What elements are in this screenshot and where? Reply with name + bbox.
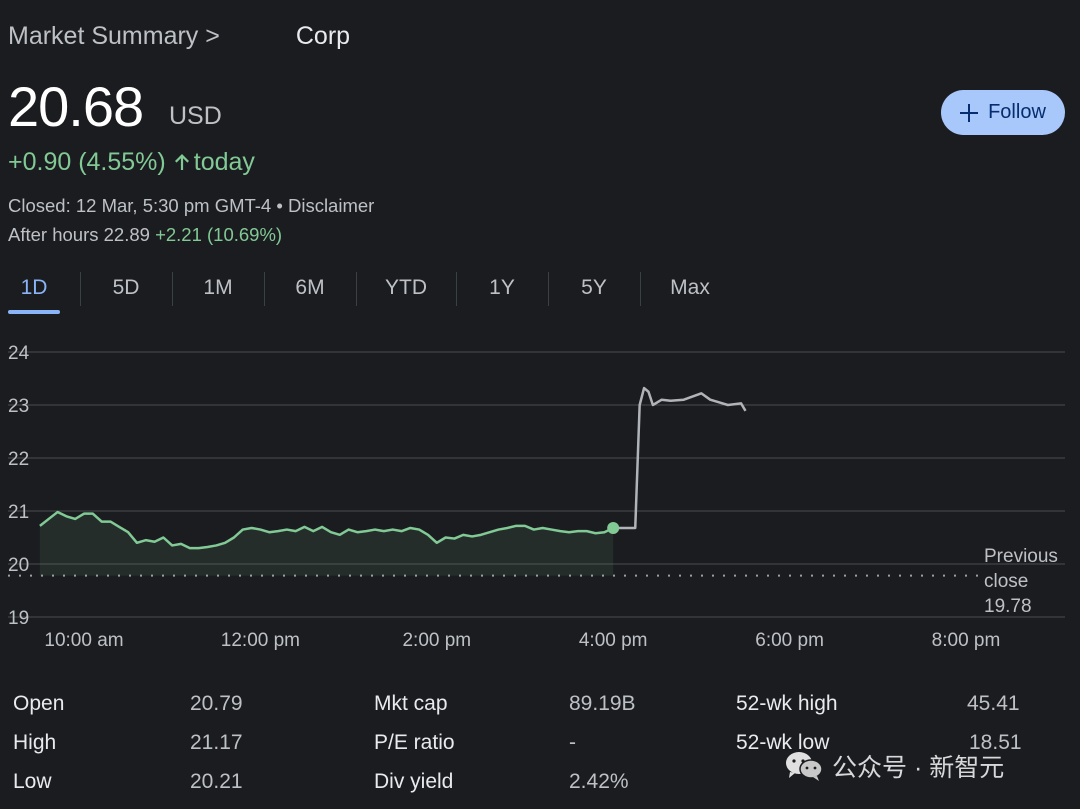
price-change-period: today <box>193 148 255 176</box>
tab-5d[interactable]: 5D <box>112 276 140 299</box>
tab-6m[interactable]: 6M <box>295 276 325 299</box>
y-tick-label: 21 <box>8 502 29 523</box>
active-tab-indicator <box>8 310 60 314</box>
previous-close-label: Previous <box>984 546 1058 567</box>
watermark-text: 公众号 · 新智元 <box>832 754 1005 782</box>
time-range-tabs: 1D 5D 1M 6M YTD 1Y 5Y Max <box>8 268 728 316</box>
stat-mktcap-label: Mkt cap <box>374 692 448 715</box>
after-hours: After hours 22.89 +2.21 (10.69%) <box>8 224 282 246</box>
tab-1d[interactable]: 1D <box>20 276 48 299</box>
tab-divider <box>356 272 357 306</box>
breadcrumb-root[interactable]: Market Summary > <box>8 22 220 50</box>
y-tick-label: 19 <box>8 608 29 629</box>
tab-ytd[interactable]: YTD <box>385 276 427 299</box>
current-price: 20.68 <box>8 75 144 138</box>
market-close-marker <box>607 521 620 534</box>
stat-open-label: Open <box>13 692 65 715</box>
wechat-icon <box>784 750 824 782</box>
tab-divider <box>640 272 641 306</box>
breadcrumb[interactable]: Market Summary > Corp <box>8 22 350 51</box>
y-tick-label: 23 <box>8 396 29 417</box>
after-hours-change: +2.21 (10.69%) <box>155 224 283 245</box>
stat-divyield-label: Div yield <box>374 770 454 793</box>
tab-divider <box>264 272 265 306</box>
x-tick-label: 6:00 pm <box>755 630 824 651</box>
follow-label: Follow <box>988 101 1046 123</box>
stat-52wk-low-label: 52-wk low <box>736 731 830 754</box>
tab-5y[interactable]: 5Y <box>581 276 607 299</box>
watermark: 公众号 · 新智元 <box>784 748 1004 784</box>
y-tick-label: 20 <box>8 555 29 576</box>
price-change: +0.90 (4.55%) today <box>8 148 255 177</box>
tab-divider <box>172 272 173 306</box>
x-tick-label: 8:00 pm <box>932 630 1001 651</box>
stat-high-value: 21.17 <box>190 731 243 754</box>
after-hours-line <box>613 386 747 530</box>
tab-1y[interactable]: 1Y <box>489 276 515 299</box>
previous-close-label: close <box>984 571 1028 592</box>
stat-low-label: Low <box>13 770 52 793</box>
regular-session-line <box>39 510 614 550</box>
plus-icon <box>960 103 979 122</box>
after-hours-label: After hours 22.89 <box>8 224 150 245</box>
currency-label: USD <box>169 102 222 130</box>
x-tick-label: 10:00 am <box>44 630 123 651</box>
x-tick-label: 12:00 pm <box>221 630 300 651</box>
stat-52wk-high-label: 52-wk high <box>736 692 838 715</box>
stat-52wk-high-value: 45.41 <box>967 692 1020 715</box>
tab-divider <box>456 272 457 306</box>
tab-1m[interactable]: 1M <box>203 276 233 299</box>
closed-status: Closed: 12 Mar, 5:30 pm GMT-4 • Disclaim… <box>8 195 375 216</box>
stat-high-label: High <box>13 731 57 754</box>
tab-max[interactable]: Max <box>670 276 710 299</box>
stat-pe-label: P/E ratio <box>374 731 455 754</box>
stat-open-value: 20.79 <box>190 692 243 715</box>
x-tick-label: 4:00 pm <box>579 630 648 651</box>
y-tick-label: 24 <box>8 343 30 364</box>
previous-close-label: 19.78 <box>984 596 1032 617</box>
y-tick-label: 22 <box>8 449 29 470</box>
stat-mktcap-value: 89.19B <box>569 692 636 715</box>
stat-low-value: 20.21 <box>190 770 243 793</box>
tab-divider <box>80 272 81 306</box>
regular-session-area <box>39 512 614 576</box>
arrow-up-icon <box>174 149 190 170</box>
price-change-value: +0.90 (4.55%) <box>8 148 166 176</box>
stat-52wk-low-value: 18.51 <box>969 731 1022 754</box>
key-stats: Open 20.79 High 21.17 Low 20.21 Mkt cap … <box>0 680 1080 809</box>
x-tick-label: 2:00 pm <box>402 630 471 651</box>
tab-divider <box>548 272 549 306</box>
stat-divyield-value: 2.42% <box>569 770 629 793</box>
follow-button[interactable]: Follow <box>941 90 1065 135</box>
price-chart[interactable]: 24 23 22 21 20 19 Previous close 19.78 10:00 am 12… <box>0 330 1080 660</box>
stat-pe-value: - <box>569 731 576 754</box>
breadcrumb-company: Corp <box>295 22 351 50</box>
